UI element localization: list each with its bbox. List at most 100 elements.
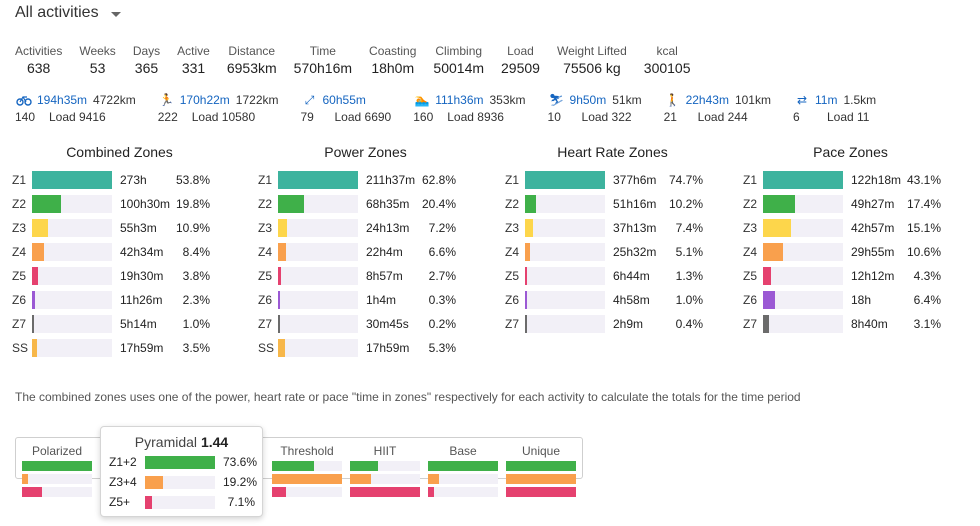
activity-type-row: 🏃 170h22m 1722km [158,92,278,108]
distribution-model[interactable]: Polarized [22,444,92,497]
activity-type-count: 79 [300,110,314,124]
activity-type-item[interactable]: 194h35m 4722km 140 Load 9416 [15,92,136,124]
zone-bar-fill [763,195,796,213]
distribution-bar-fill [428,461,498,471]
zone-label: Z2 [258,197,273,211]
activity-type-item[interactable]: 🚶 22h43m 101km 21 Load 244 [664,92,771,124]
total-stat-value: 6953km [226,60,277,76]
zone-bar [525,243,605,261]
total-stat: Coasting 18h0m [369,44,416,76]
zone-row: Z4 42h34m 8.4% [12,240,227,264]
zone-row: Z7 2h9m 0.4% [505,312,720,336]
zone-row: Z2 68h35m 20.4% [258,192,473,216]
zone-row: Z7 8h40m 3.1% [743,312,958,336]
zone-time: 37h13m [613,221,657,235]
total-stat-label: Weight Lifted [556,44,627,58]
zone-bar [278,243,358,261]
zone-percent: 2.7% [428,269,456,283]
zone-time: 17h59m [120,341,164,355]
distribution-bar [22,474,92,484]
tooltip-row-label: Z3+4 [109,475,137,489]
zone-percent: 0.3% [428,293,456,307]
activity-type-item[interactable]: ⛷ 9h50m 51km 10 Load 322 [548,92,642,124]
activity-type-count: 21 [663,110,677,124]
activity-type-item[interactable]: 🏊 111h36m 353km 160 Load 8936 [413,92,525,124]
zone-bar-fill [32,339,38,357]
zone-percent: 1.3% [675,269,703,283]
tooltip-title: Pyramidal 1.44 [101,434,262,450]
zone-row: Z1 211h37m 62.8% [258,168,473,192]
zone-bar-fill [763,267,771,285]
zone-time: 19h30m [120,269,164,283]
distribution-bar-fill [506,461,576,471]
tooltip-bar-fill [145,475,164,489]
total-stat-label: Load [507,44,534,58]
zone-time: 11h26m [120,293,163,307]
distribution-bar-fill [350,461,378,471]
activity-type-row: 10 Load 322 [548,110,642,124]
activity-type-time: 11m [814,93,838,107]
zone-bar-fill [278,219,288,237]
total-stat-label: Days [132,44,161,58]
totals-summary: Activities 638 Weeks 53 Days 365 Active 331 Dist… [15,44,708,76]
zone-row: Z2 100h30m 19.8% [12,192,227,216]
zone-bar-fill [32,171,112,189]
activity-type-item[interactable]: 🏃 170h22m 1722km 222 Load 10580 [158,92,279,124]
activity-type-item[interactable]: ⇄ 11m 1.5km 6 Load 11 [793,92,876,124]
zone-time: 6h44m [613,269,650,283]
activity-type-time: 194h35m [37,93,88,107]
zone-time: 22h4m [366,245,403,259]
zone-percent: 7.2% [428,221,456,235]
total-stat: Activities 638 [15,44,62,76]
total-stat-label: Activities [15,44,63,58]
activity-type-item[interactable]: ⤢ 60h55m 79 Load 6690 [300,92,392,125]
total-stat: Weight Lifted 75506 kg [557,44,627,76]
zone-time: 1h4m [366,293,397,307]
combined-zones-note: The combined zones uses one of the power… [15,390,801,404]
total-stat-value: 638 [26,60,51,76]
activity-type-row: ⛷ 9h50m 51km [548,92,642,108]
zone-bar-fill [525,195,536,213]
distribution-model[interactable]: Base [428,444,498,497]
zone-bar [525,171,605,189]
transfer-icon: ⇄ [796,93,808,107]
distribution-model[interactable]: HIIT [350,444,420,497]
tooltip-bar-fill [145,495,152,509]
zone-label: Z7 [743,317,758,331]
zone-bar [278,339,358,357]
tooltip-bar [145,455,215,469]
total-stat-label: Coasting [369,44,417,58]
zone-bar [525,267,605,285]
distribution-model-name: HIIT [373,444,397,458]
zone-percent: 3.5% [182,341,210,355]
zone-percent: 1.0% [182,317,210,331]
zone-row: Z3 42h57m 15.1% [743,216,958,240]
activity-filter-dropdown[interactable]: All activities [15,4,121,22]
distribution-model[interactable]: Unique [506,444,576,497]
zone-bar-fill [32,195,62,213]
zone-row: Z6 1h4m 0.3% [258,288,473,312]
zone-bar [763,315,843,333]
distribution-model[interactable]: Threshold [272,444,342,497]
zone-bar [763,171,843,189]
zone-label: Z3 [12,221,27,235]
total-stat: Active 331 [177,44,210,76]
zone-table: Power Zones Z1 211h37m 62.8% Z2 68h35m 20.4% Z3… [258,144,473,360]
activity-type-row: 6 Load 11 [793,110,876,124]
zone-row: Z5 6h44m 1.3% [505,264,720,288]
zone-time: 211h37m [366,173,416,187]
zone-label: Z3 [743,221,758,235]
zone-bar-fill [763,315,769,333]
zone-time: 100h30m [120,197,171,211]
distribution-bar-fill [350,474,371,484]
zone-bar [525,219,605,237]
zone-label: Z2 [505,197,520,211]
zone-label: Z2 [12,197,27,211]
activity-type-time: 9h50m [569,93,607,107]
zone-label: Z4 [12,245,27,259]
total-stat-value: 50014m [433,60,485,76]
zone-label: Z2 [743,197,758,211]
zone-percent: 2.3% [182,293,210,307]
zone-bar-fill [278,243,287,261]
zone-percent: 6.4% [913,293,941,307]
